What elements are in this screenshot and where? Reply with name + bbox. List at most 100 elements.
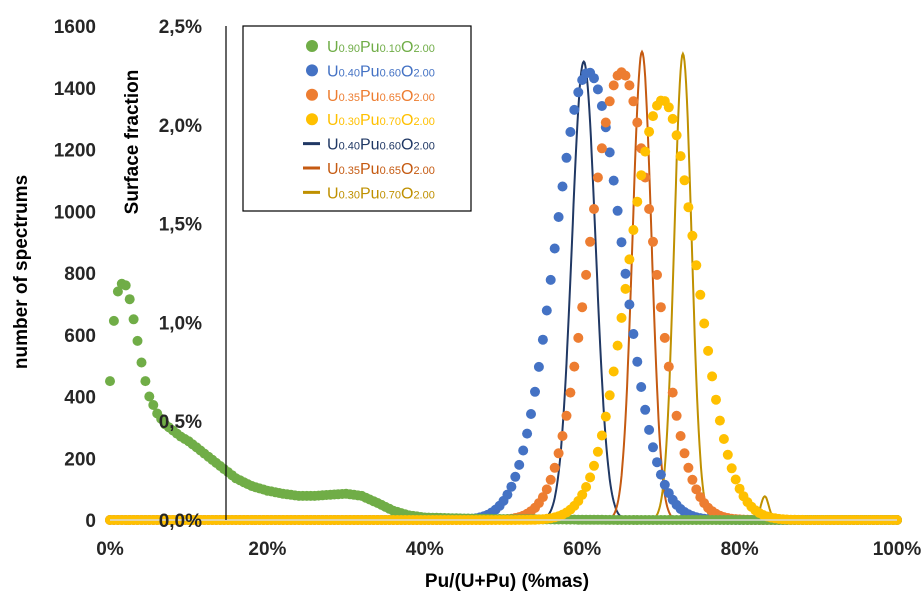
y2-tick-label: 1,5% [159,215,202,236]
series-point [711,394,721,405]
series-point [506,481,517,492]
series-point [541,484,552,495]
series-point [730,474,741,485]
series-point [530,386,540,397]
series-point [604,96,615,107]
series-point [691,260,702,271]
legend-label: U0.90Pu0.10O2.00 [327,39,435,56]
legend-label: U0.35Pu0.65O2.00 [327,88,435,105]
series-point [683,462,694,473]
y2-tick-label: 2,0% [159,116,202,137]
series-point [624,299,635,310]
y2-axis-title: Surface fraction [122,70,143,215]
series-point [675,431,686,441]
series-point [596,430,607,441]
legend-marker [306,40,318,52]
x-tick-label: 0% [96,539,124,560]
series-point [589,73,599,84]
x-tick-label: 100% [873,539,922,560]
series-point [604,147,615,158]
series-point [632,356,643,367]
series-point [518,445,529,456]
series-point [687,474,698,485]
series-point [691,484,702,495]
series-point [663,102,674,113]
tick-labels: 0% 20% 40% 60% 80% 100% 0 200 400 600 800 1000 1200 1… [54,17,922,560]
legend-marker [306,113,318,126]
series-point [636,170,647,181]
y2-tick-label: 1,0% [159,313,202,334]
series-point [600,411,611,422]
legend-marker [306,88,318,101]
series-point [585,472,596,483]
series-point [648,442,658,453]
series-point [620,70,631,81]
series-point [679,175,690,186]
series-point [522,428,533,439]
series-point [604,390,615,401]
y-tick-label: 1200 [54,141,96,162]
series-point [667,387,678,398]
series-point [640,404,651,415]
series-point [592,446,603,457]
series-point [105,376,115,387]
series-point [612,205,623,216]
plot-markers [105,67,902,525]
series-point [624,80,635,91]
series-point [624,254,635,265]
series-point [659,479,670,490]
series-point [667,113,678,124]
y-tick-label: 200 [64,449,96,470]
series-line-4 [110,59,897,521]
series-point [124,294,135,305]
series-point [537,492,548,503]
series-point [655,469,666,480]
legend: U0.90Pu0.10O2.00 U0.40Pu0.60O2.00 U0.35Pu0… [242,25,472,212]
series-point [640,146,651,157]
series-point [616,237,627,248]
series-point [592,172,603,183]
series-point [636,382,647,392]
series-point [683,202,694,213]
series-point [703,345,714,356]
series-point [502,489,513,500]
series-point [612,340,623,351]
series-point [608,366,619,377]
y2-tick-label: 0,5% [159,412,202,433]
series-point [128,314,139,325]
series-point [722,449,733,460]
series-point [510,471,521,482]
series-point [659,332,670,343]
series-point [140,376,151,387]
series-point [616,312,627,323]
y2-tick-label: 0,0% [159,511,202,532]
x-tick-label: 20% [248,539,286,560]
y-axis-title: number of spectrums [11,175,32,369]
legend-label: U0.40Pu0.60O2.00 [327,137,435,154]
y-tick-label: 800 [64,264,96,285]
series-point [628,96,639,107]
series-point [561,410,572,421]
series-point [549,243,560,254]
series-point [541,305,552,316]
series-point [557,181,568,192]
series-point [695,289,706,300]
series-point [718,434,729,444]
series-point [707,371,718,382]
x-axis-title: Pu/(U+Pu) (%mas) [425,571,589,592]
series-point [592,84,603,95]
y-tick-label: 0 [85,511,96,532]
x-tick-label: 40% [406,539,444,560]
series-point [699,318,710,329]
y2-tick-label: 2,5% [159,17,202,38]
legend-label: U0.40Pu0.60O2.00 [327,63,435,80]
y-tick-label: 1000 [54,202,96,223]
series-point [569,361,580,372]
series-point [600,117,611,128]
series-point [514,459,525,470]
series-point [565,387,576,398]
series-point [585,236,596,247]
series-point [632,117,643,128]
series-point [557,431,568,441]
